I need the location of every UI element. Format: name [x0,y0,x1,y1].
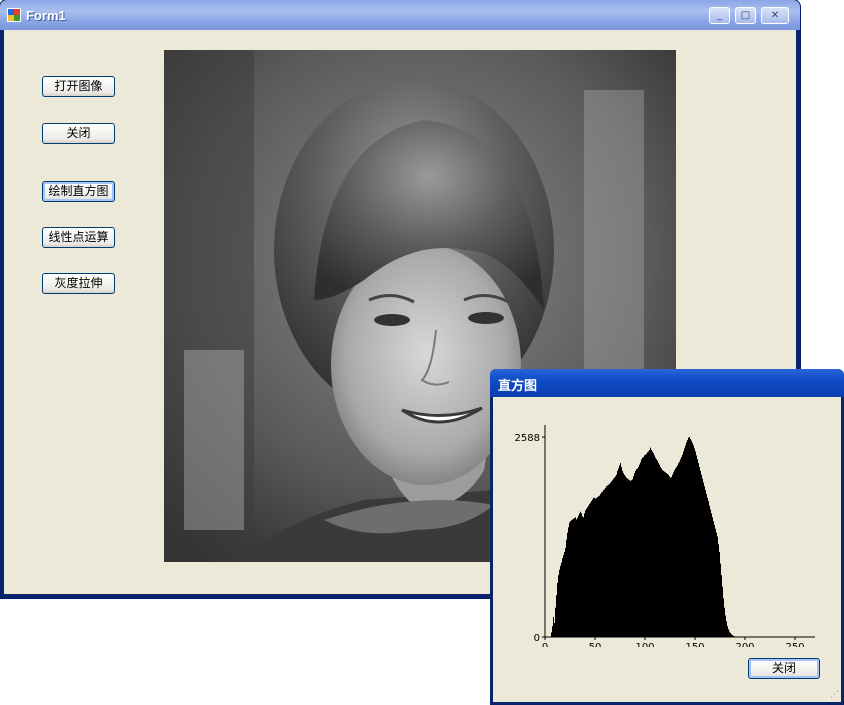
x-tick-label: 150 [685,642,704,647]
histogram-client-area: 0 2588 0 50 100 150 200 250 关闭 ⋰ [493,397,841,702]
window-title: Form1 [26,8,66,23]
resize-grip-icon[interactable]: ⋰ [830,690,839,700]
open-image-button[interactable]: 打开图像 [42,76,115,97]
app-icon [7,8,21,22]
main-window: Form1 _ □ ✕ 打开图像 关闭 绘制直方图 线性点运算 灰度拉伸 [0,0,800,598]
x-tick-label: 250 [785,642,804,647]
x-tick-label: 50 [589,642,602,647]
maximize-button[interactable]: □ [735,7,756,24]
draw-histogram-button[interactable]: 绘制直方图 [42,181,115,202]
main-client-area: 打开图像 关闭 绘制直方图 线性点运算 灰度拉伸 [4,30,796,594]
close-window-button[interactable]: ✕ [761,7,789,24]
main-title-bar[interactable]: Form1 _ □ ✕ [0,0,800,30]
histogram-window: 直方图 0 2588 0 50 100 150 200 250 关闭 ⋰ [490,369,844,705]
histogram-chart: 0 2588 0 50 100 150 200 250 [515,425,815,653]
minimize-button[interactable]: _ [709,7,730,24]
gray-stretch-button[interactable]: 灰度拉伸 [42,273,115,294]
image-picture-box [164,50,676,562]
histogram-title-bar[interactable]: 直方图 [490,369,844,397]
histogram-window-title: 直方图 [498,379,538,394]
portrait-image [164,50,676,562]
y-tick-label: 0 [534,633,540,644]
close-button[interactable]: 关闭 [42,123,115,144]
y-tick-label: 2588 [515,433,540,444]
x-tick-label: 0 [542,642,548,647]
x-tick-label: 200 [735,642,754,647]
histogram-close-button[interactable]: 关闭 [748,658,820,679]
linear-point-op-button[interactable]: 线性点运算 [42,227,115,248]
x-tick-label: 100 [635,642,654,647]
